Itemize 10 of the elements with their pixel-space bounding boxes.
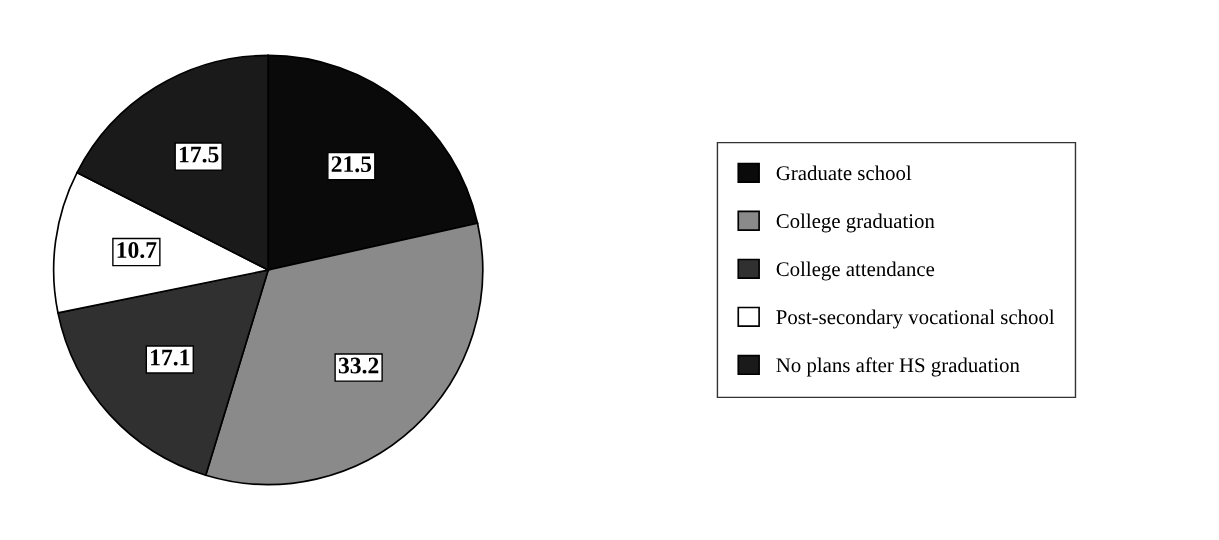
data-label: 21.5	[331, 156, 372, 173]
legend-label: Post-secondary vocational school	[776, 309, 1055, 329]
legend-label: College attendance	[776, 261, 935, 281]
legend-label: College graduation	[776, 213, 935, 233]
data-label: 33.2	[338, 357, 379, 374]
legend-label: No plans after HS graduation	[776, 357, 1020, 377]
data-label: 17.5	[179, 146, 219, 163]
data-label: 17.1	[151, 349, 190, 366]
data-label: 10.7	[117, 242, 157, 259]
legend-label: Graduate school	[776, 165, 912, 181]
